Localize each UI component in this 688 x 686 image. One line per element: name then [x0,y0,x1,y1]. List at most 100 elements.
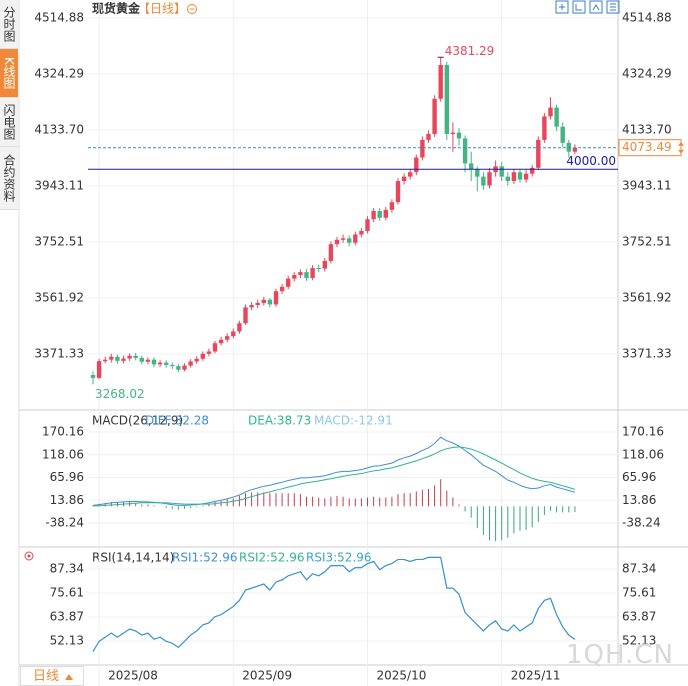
period-label: 日线 [33,669,60,684]
alert-label: 4000.00 [566,154,616,168]
indicator-line [92,556,576,652]
y-tick-label-left: -38.24 [45,516,84,530]
y-tick-label-left: 13.86 [50,493,84,507]
candle-body [322,260,327,269]
y-tick-label: 3752.51 [622,235,672,249]
candle-body [310,268,315,278]
settings-icon[interactable] [24,551,34,561]
candle-body [231,331,236,337]
y-tick-label-left: 87.34 [50,561,84,575]
candle-body [334,239,340,245]
tab[interactable]: 分时图 [0,0,18,49]
y-tick-label-left: 52.13 [50,633,84,647]
high-label: 4381.29 [445,44,495,58]
candle-body [103,359,108,362]
low-label: 3268.02 [95,387,145,401]
candle-body [523,173,529,180]
candle-body [456,132,462,139]
candle-body [90,374,96,378]
y-tick-label-left: 170.16 [42,425,84,439]
candle-body [395,181,401,203]
candle-body [572,147,578,152]
candle-body [517,172,523,180]
chart-title: 现货黄金 [92,1,141,16]
tool-icon[interactable] [606,0,620,14]
candle-body [365,219,370,231]
y-tick-label: -38.24 [622,516,661,530]
candle-body [511,172,517,182]
candle-body [383,209,388,218]
collapse-icon[interactable] [187,4,197,14]
y-tick-label-left: 4133.70 [34,122,84,136]
legend-entry: RSI1:52.96 [172,551,238,565]
x-tick-label: 2025/09 [242,669,292,683]
candle-body [542,116,547,140]
tool-icon[interactable] [555,0,569,14]
candle-body [316,268,321,270]
x-tick-label: 2025/08 [108,669,158,683]
indicator-line [92,556,576,652]
legend-entry: RSI2:52.96 [239,551,305,565]
candle-body [279,286,285,292]
x-tick-label: 2025/11 [511,669,561,683]
candle-body [218,339,224,344]
period-arrow [65,674,73,680]
candle-body [157,362,163,365]
y-tick-label: 65.96 [622,470,656,484]
tab[interactable]: 闪电图 [0,98,18,147]
candle-body [121,358,126,361]
candle-body [487,172,492,186]
candle-body [139,357,144,362]
candle-body [353,234,358,243]
indicator-line [92,556,576,652]
legend-entry: DEA:38.73 [248,414,311,428]
candle-body [298,272,303,276]
candle-body [475,169,480,177]
candle-body [432,98,437,135]
candle-body [450,132,456,135]
candle-body [249,305,254,308]
period-button[interactable]: 日线 [20,666,84,686]
y-tick-label: 4514.88 [622,10,672,24]
candle-body [115,356,120,361]
candle-body [347,238,352,243]
candle-body [182,365,187,370]
tool-icon[interactable] [572,0,586,14]
candle-body [164,362,169,365]
watermark: 1QH.CN [566,640,674,670]
tool-icon[interactable] [589,0,603,14]
settings-icon [27,554,31,558]
candle-body [145,359,151,362]
candle-body [420,139,425,158]
candle-body [536,139,541,168]
candle-body [200,353,205,359]
candle-body [401,176,407,182]
y-tick-label-left: 65.96 [50,470,84,484]
chart-subtitle: 【日线】 [138,2,186,16]
y-tick-label-left: 4324.29 [34,66,84,80]
candle-body [273,291,279,305]
candle-body [530,167,535,174]
candle-body [109,356,114,360]
candle-body [377,211,382,218]
candle-body [188,361,193,366]
candle-body [170,364,175,367]
candle-body [548,107,553,117]
indicator-line [93,446,576,507]
y-tick-label: 4133.70 [622,122,672,136]
candle-body [469,163,474,170]
candle-body [371,211,376,220]
legend-entry: MACD:-12.91 [314,414,393,428]
candle-body [176,366,181,370]
tab-active[interactable]: K线图 [0,49,18,98]
y-tick-label-left: 118.06 [42,447,84,461]
candle-body [560,126,565,143]
alert-label-bg [570,154,617,168]
candle-body [304,272,309,278]
tab[interactable]: 合约资料 [0,147,18,210]
y-tick-label-left: 3943.11 [34,178,84,192]
candle-body [505,176,510,182]
candle-body [237,323,242,332]
